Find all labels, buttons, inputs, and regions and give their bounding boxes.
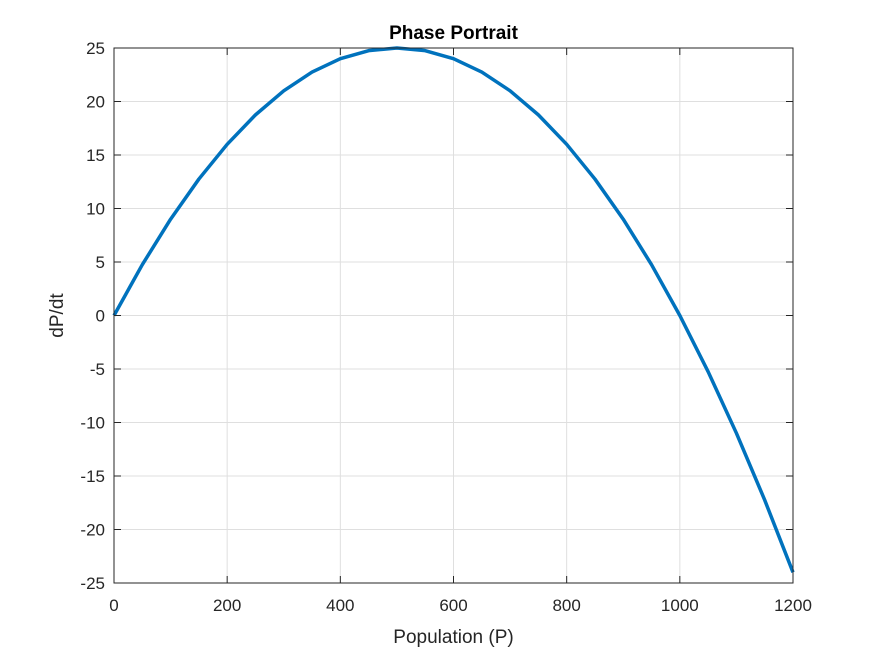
axis-tick-labels: 0 200 400 600 800 1000 1200 -25 -20 -15 -10 -5 0 5 10 1…: [80, 39, 811, 615]
y-tick-label: -25: [80, 574, 105, 593]
x-tick-label: 800: [552, 596, 580, 615]
x-tick-label: 0: [109, 596, 118, 615]
x-tick-label: 400: [326, 596, 354, 615]
x-tick-label: 200: [213, 596, 241, 615]
y-tick-label: 15: [86, 146, 105, 165]
y-tick-label: 10: [86, 200, 105, 219]
x-axis-label: Population (P): [393, 627, 513, 648]
x-tick-label: 1200: [774, 596, 812, 615]
y-tick-label: 5: [96, 253, 105, 272]
y-tick-label: 25: [86, 39, 105, 58]
y-tick-label: -15: [80, 467, 105, 486]
y-tick-label: -5: [90, 360, 105, 379]
y-tick-label: -10: [80, 414, 105, 433]
y-tick-label: 20: [86, 93, 105, 112]
axis-ticks: [113, 47, 794, 584]
y-axis-label: dP/dt: [47, 293, 68, 338]
y-tick-label: 0: [96, 307, 105, 326]
series-line: [112, 46, 795, 573]
chart-title: Phase Portrait: [389, 23, 518, 44]
data-series: [112, 46, 795, 573]
x-tick-label: 600: [439, 596, 467, 615]
y-tick-label: -20: [80, 521, 105, 540]
x-tick-label: 1000: [661, 596, 699, 615]
